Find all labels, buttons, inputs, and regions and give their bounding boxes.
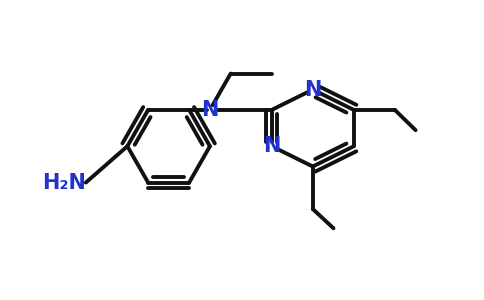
Text: H₂N: H₂N (42, 172, 86, 193)
Text: N: N (263, 136, 280, 156)
Text: N: N (304, 80, 321, 100)
Text: N: N (201, 100, 219, 120)
